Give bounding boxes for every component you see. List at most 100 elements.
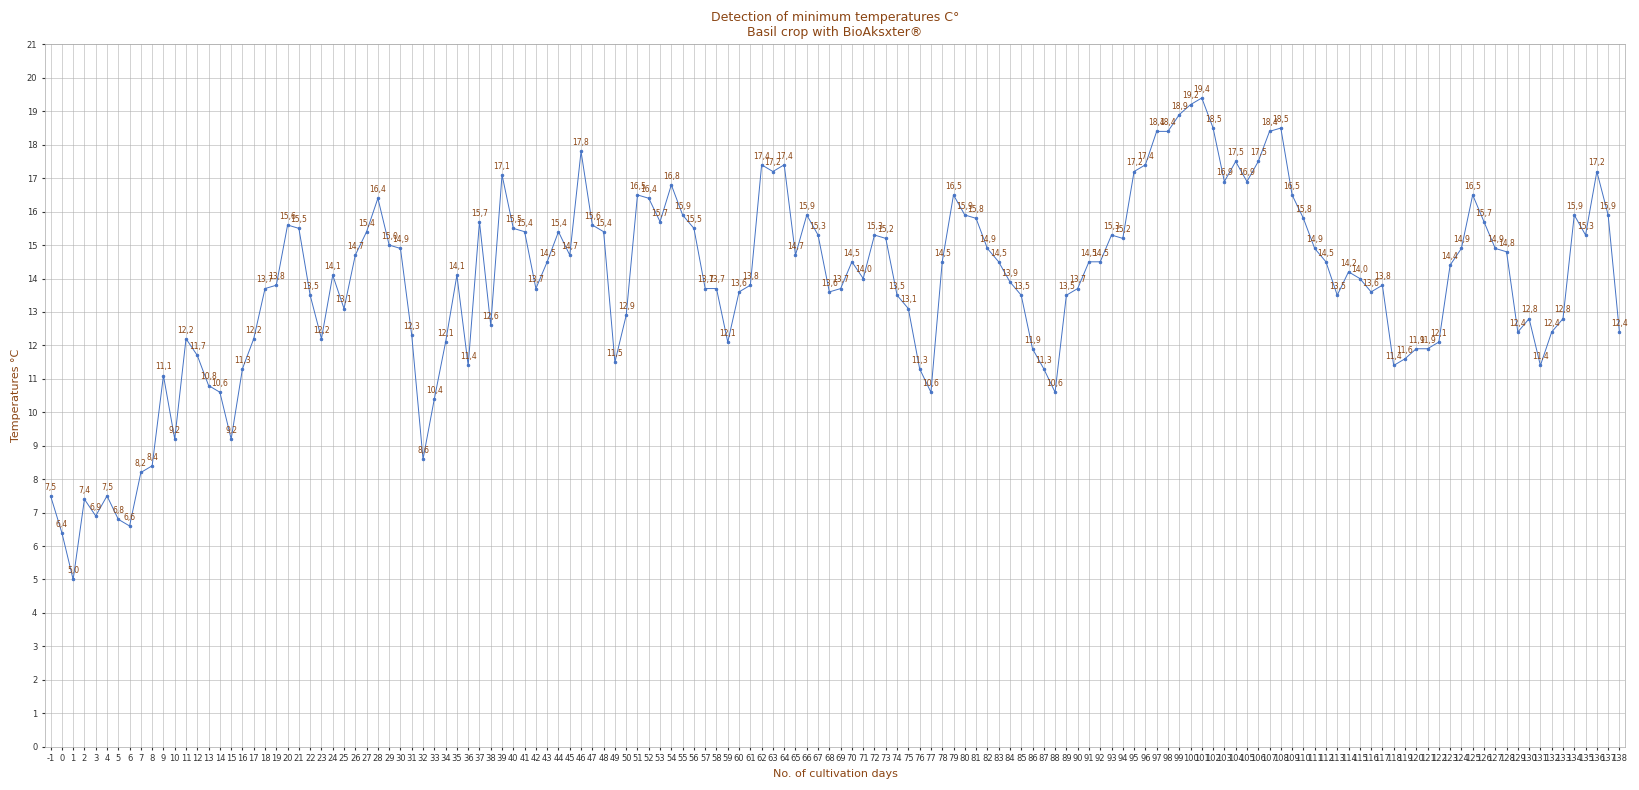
Text: 8,2: 8,2 xyxy=(134,459,148,468)
Text: 15,3: 15,3 xyxy=(865,222,882,231)
Text: 15,2: 15,2 xyxy=(1115,225,1131,234)
Text: 15,9: 15,9 xyxy=(1598,201,1616,211)
Text: 15,7: 15,7 xyxy=(1475,209,1491,217)
Text: 15,8: 15,8 xyxy=(967,205,983,214)
Text: 17,2: 17,2 xyxy=(1588,158,1605,167)
Text: 15,6: 15,6 xyxy=(583,212,600,221)
Text: 18,4: 18,4 xyxy=(1260,118,1277,127)
Text: 14,5: 14,5 xyxy=(539,249,556,258)
Text: 13,1: 13,1 xyxy=(336,295,352,304)
Text: 15,4: 15,4 xyxy=(516,219,533,228)
Text: 12,2: 12,2 xyxy=(313,325,329,334)
Text: 15,9: 15,9 xyxy=(674,201,690,211)
Text: 14,1: 14,1 xyxy=(447,262,465,271)
Text: 14,0: 14,0 xyxy=(854,265,870,274)
Text: 17,4: 17,4 xyxy=(1136,152,1154,160)
Text: 16,8: 16,8 xyxy=(662,171,679,181)
Text: 15,3: 15,3 xyxy=(810,222,826,231)
Text: 14,9: 14,9 xyxy=(1305,235,1323,244)
Text: 12,3: 12,3 xyxy=(403,322,420,331)
Text: 11,4: 11,4 xyxy=(1531,352,1547,361)
Text: 11,7: 11,7 xyxy=(188,342,205,352)
Text: 11,3: 11,3 xyxy=(1034,356,1052,365)
Text: 16,5: 16,5 xyxy=(629,182,646,190)
Text: 12,2: 12,2 xyxy=(246,325,262,334)
Text: 12,1: 12,1 xyxy=(720,329,736,338)
Text: 14,5: 14,5 xyxy=(933,249,951,258)
Text: 15,9: 15,9 xyxy=(956,201,972,211)
Text: 14,5: 14,5 xyxy=(1316,249,1334,258)
Text: 10,6: 10,6 xyxy=(1046,379,1062,388)
Text: 12,8: 12,8 xyxy=(1554,306,1570,314)
Text: 18,5: 18,5 xyxy=(1272,115,1288,124)
Text: 15,3: 15,3 xyxy=(1103,222,1119,231)
Text: 15,8: 15,8 xyxy=(1295,205,1311,214)
Text: 17,2: 17,2 xyxy=(764,158,780,167)
Text: 15,3: 15,3 xyxy=(1577,222,1593,231)
Text: 16,9: 16,9 xyxy=(1214,168,1233,178)
Text: 13,7: 13,7 xyxy=(256,276,274,284)
Text: 14,7: 14,7 xyxy=(787,242,803,251)
Text: 15,9: 15,9 xyxy=(1565,201,1582,211)
Text: 14,9: 14,9 xyxy=(978,235,995,244)
Text: 13,7: 13,7 xyxy=(697,276,713,284)
Text: 19,2: 19,2 xyxy=(1182,92,1198,100)
Text: 12,1: 12,1 xyxy=(438,329,454,338)
Text: 13,5: 13,5 xyxy=(302,282,318,291)
Text: 14,9: 14,9 xyxy=(392,235,408,244)
Text: 17,4: 17,4 xyxy=(775,152,792,160)
Text: 15,2: 15,2 xyxy=(877,225,893,234)
Text: 18,4: 18,4 xyxy=(1159,118,1175,127)
Text: 14,5: 14,5 xyxy=(1092,249,1108,258)
Text: 17,1: 17,1 xyxy=(493,162,510,171)
Text: 10,4: 10,4 xyxy=(426,386,443,395)
Text: 15,0: 15,0 xyxy=(380,232,397,241)
Text: 11,9: 11,9 xyxy=(1418,336,1436,344)
Text: 18,5: 18,5 xyxy=(1205,115,1221,124)
Text: 11,1: 11,1 xyxy=(156,363,172,371)
Text: 15,5: 15,5 xyxy=(505,215,521,224)
Text: 13,5: 13,5 xyxy=(1057,282,1074,291)
Text: 10,6: 10,6 xyxy=(921,379,939,388)
Text: 13,6: 13,6 xyxy=(821,279,838,288)
Text: 16,4: 16,4 xyxy=(369,185,387,194)
Text: 14,5: 14,5 xyxy=(990,249,1006,258)
Text: 13,7: 13,7 xyxy=(528,276,544,284)
Text: 13,7: 13,7 xyxy=(831,276,849,284)
Text: 17,5: 17,5 xyxy=(1226,149,1244,157)
Text: 6,6: 6,6 xyxy=(123,513,136,522)
Text: 13,7: 13,7 xyxy=(1069,276,1085,284)
Text: 10,6: 10,6 xyxy=(211,379,228,388)
Text: 11,4: 11,4 xyxy=(1385,352,1401,361)
Text: 12,6: 12,6 xyxy=(482,312,498,322)
Text: 13,5: 13,5 xyxy=(1328,282,1346,291)
Title: Detection of minimum temperatures C°
Basil crop with BioAksxter®: Detection of minimum temperatures C° Bas… xyxy=(710,11,959,40)
X-axis label: No. of cultivation days: No. of cultivation days xyxy=(772,769,897,779)
Text: 14,1: 14,1 xyxy=(325,262,341,271)
Text: 14,9: 14,9 xyxy=(1487,235,1503,244)
Text: 12,4: 12,4 xyxy=(1609,319,1628,328)
Text: 13,5: 13,5 xyxy=(888,282,905,291)
Text: 14,8: 14,8 xyxy=(1498,239,1514,247)
Y-axis label: Temperatures °C: Temperatures °C xyxy=(11,349,21,442)
Text: 7,4: 7,4 xyxy=(79,486,90,495)
Text: 6,4: 6,4 xyxy=(56,520,67,529)
Text: 15,9: 15,9 xyxy=(798,201,815,211)
Text: 8,4: 8,4 xyxy=(146,453,157,461)
Text: 14,7: 14,7 xyxy=(561,242,579,251)
Text: 18,4: 18,4 xyxy=(1147,118,1164,127)
Text: 10,8: 10,8 xyxy=(200,372,216,382)
Text: 9,2: 9,2 xyxy=(169,426,180,434)
Text: 14,5: 14,5 xyxy=(842,249,860,258)
Text: 17,8: 17,8 xyxy=(572,138,588,147)
Text: 14,5: 14,5 xyxy=(1080,249,1096,258)
Text: 14,0: 14,0 xyxy=(1351,265,1367,274)
Text: 17,4: 17,4 xyxy=(752,152,770,160)
Text: 14,7: 14,7 xyxy=(347,242,364,251)
Text: 12,1: 12,1 xyxy=(1429,329,1446,338)
Text: 6,9: 6,9 xyxy=(90,502,102,512)
Text: 11,5: 11,5 xyxy=(606,349,623,358)
Text: 11,6: 11,6 xyxy=(1396,345,1413,355)
Text: 15,5: 15,5 xyxy=(290,215,306,224)
Text: 13,6: 13,6 xyxy=(729,279,747,288)
